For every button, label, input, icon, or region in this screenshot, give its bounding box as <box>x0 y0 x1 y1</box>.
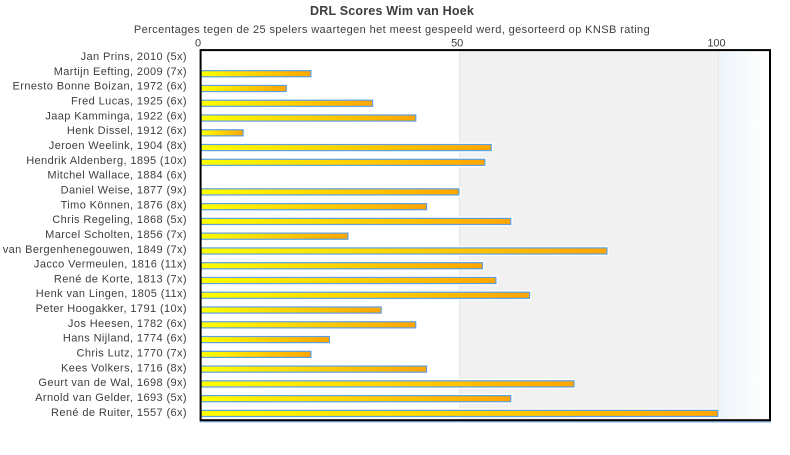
svg-text:Martijn Eefting, 2009 (7x): Martijn Eefting, 2009 (7x) <box>54 66 187 78</box>
svg-text:0: 0 <box>195 38 201 50</box>
svg-text:Jeroen Weelink, 1904 (8x): Jeroen Weelink, 1904 (8x) <box>49 140 187 152</box>
svg-text:Jacco Vermeulen, 1816 (11x): Jacco Vermeulen, 1816 (11x) <box>34 259 187 271</box>
svg-text:René de Korte, 1813 (7x): René de Korte, 1813 (7x) <box>54 273 187 285</box>
svg-text:Marcel Scholten, 1856 (7x): Marcel Scholten, 1856 (7x) <box>45 229 187 241</box>
svg-text:Timo Können, 1876 (8x): Timo Können, 1876 (8x) <box>61 199 187 211</box>
svg-text:Arnold van Gelder, 1693 (5x): Arnold van Gelder, 1693 (5x) <box>35 392 187 404</box>
svg-text:Kees Volkers, 1716 (8x): Kees Volkers, 1716 (8x) <box>61 362 187 374</box>
svg-text:Chris Regeling, 1868 (5x): Chris Regeling, 1868 (5x) <box>52 214 187 226</box>
svg-text:Hendrik Aldenberg, 1895 (10x): Hendrik Aldenberg, 1895 (10x) <box>26 155 187 167</box>
svg-text:Henk Dissel, 1912 (6x): Henk Dissel, 1912 (6x) <box>67 125 187 137</box>
svg-text:Mitchel Wallace, 1884 (6x): Mitchel Wallace, 1884 (6x) <box>47 170 187 182</box>
svg-text:Fred Lucas, 1925 (6x): Fred Lucas, 1925 (6x) <box>71 96 187 108</box>
svg-text:Daniel Weise, 1877 (9x): Daniel Weise, 1877 (9x) <box>61 185 187 197</box>
svg-text:Percentages tegen de 25 speler: Percentages tegen de 25 spelers waartege… <box>134 24 650 36</box>
svg-text:Jan Prins, 2010 (5x): Jan Prins, 2010 (5x) <box>81 51 187 63</box>
svg-text:50: 50 <box>451 38 463 50</box>
svg-text:Jaap Kamminga, 1922 (6x): Jaap Kamminga, 1922 (6x) <box>45 110 187 122</box>
svg-text:van Bergenhenegouwen, 1849 (7x: van Bergenhenegouwen, 1849 (7x) <box>3 244 187 256</box>
svg-text:100: 100 <box>707 38 725 50</box>
svg-text:Chris Lutz, 1770 (7x): Chris Lutz, 1770 (7x) <box>77 348 188 360</box>
svg-text:René de Ruiter, 1557 (6x): René de Ruiter, 1557 (6x) <box>51 407 187 419</box>
svg-text:Jos Heesen, 1782 (6x): Jos Heesen, 1782 (6x) <box>68 318 187 330</box>
svg-text:Henk van Lingen, 1805 (11x): Henk van Lingen, 1805 (11x) <box>36 288 187 300</box>
svg-text:Ernesto Bonne Boizan, 1972 (6x: Ernesto Bonne Boizan, 1972 (6x) <box>13 81 187 93</box>
svg-text:Peter Hoogakker, 1791 (10x): Peter Hoogakker, 1791 (10x) <box>36 303 187 315</box>
svg-text:Hans Nijland, 1774 (6x): Hans Nijland, 1774 (6x) <box>63 333 187 345</box>
svg-text:DRL Scores Wim van Hoek: DRL Scores Wim van Hoek <box>310 4 474 18</box>
svg-text:Geurt van de Wal, 1698 (9x): Geurt van de Wal, 1698 (9x) <box>38 377 187 389</box>
